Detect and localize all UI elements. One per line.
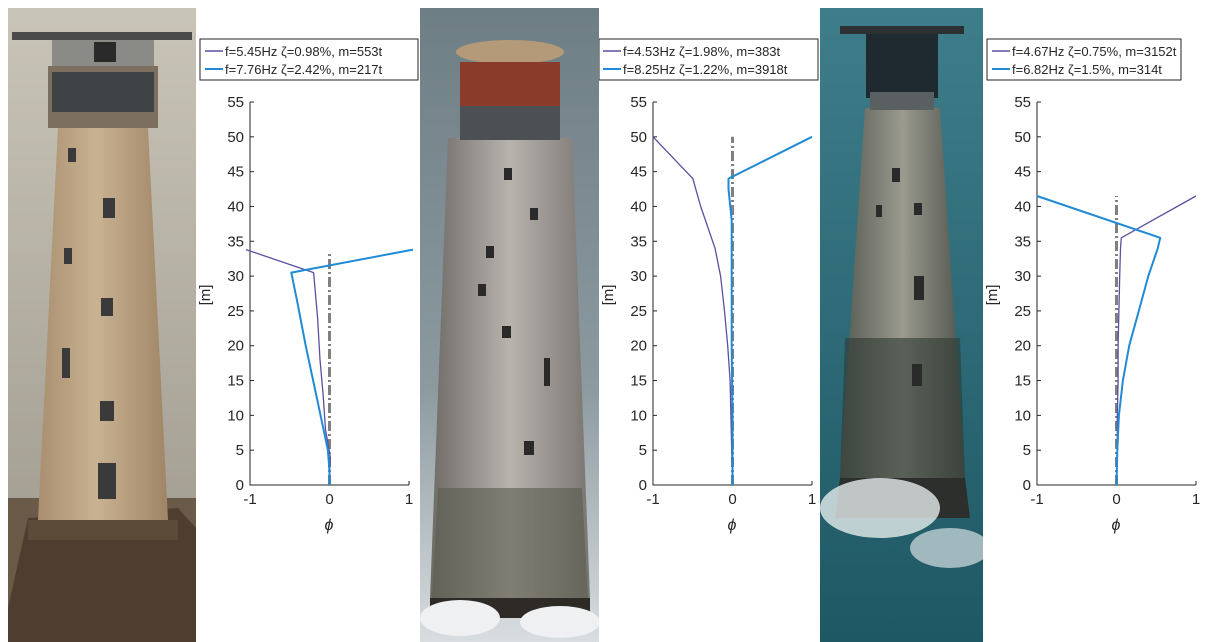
legend-label-mode-2: f=6.82Hz ζ=1.5%, m=314t <box>1012 62 1162 77</box>
y-tick-label: 15 <box>1014 373 1031 390</box>
series-line-mode-2 <box>727 135 813 485</box>
legend: f=4.67Hz ζ=0.75%, m=3152t f=6.82Hz ζ=1.5… <box>986 38 1182 81</box>
legend-label-mode-2: f=8.25Hz ζ=1.22%, m=3918t <box>623 62 788 77</box>
y-tick-label: 45 <box>630 164 647 181</box>
x-tick-label: 0 <box>1112 491 1120 508</box>
y-tick-label: 30 <box>630 268 647 285</box>
y-tick-label: 30 <box>227 268 244 285</box>
x-tick-label: -1 <box>1030 491 1043 508</box>
y-tick-label: 35 <box>1014 233 1031 250</box>
legend-label-mode-1: f=4.67Hz ζ=0.75%, m=3152t <box>1012 44 1177 59</box>
y-tick-label: 40 <box>1014 198 1031 215</box>
lighthouse-photo-3 <box>820 8 983 642</box>
y-tick-label: 10 <box>1014 407 1031 424</box>
plot-lines <box>245 248 414 485</box>
x-tick-label: 1 <box>1192 491 1200 508</box>
y-tick-label: 45 <box>227 164 244 181</box>
y-tick-label: 20 <box>227 338 244 355</box>
y-tick-label: 15 <box>227 373 244 390</box>
legend: f=5.45Hz ζ=0.98%, m=553t f=7.76Hz ζ=2.42… <box>199 38 419 81</box>
y-tick-label: 55 <box>227 94 244 111</box>
y-tick-label: 0 <box>639 477 647 494</box>
y-axis-label: [m] <box>600 285 617 306</box>
y-tick-label: 10 <box>630 407 647 424</box>
y-tick-label: 20 <box>1014 338 1031 355</box>
x-tick-label: 0 <box>325 491 333 508</box>
y-axis-label: [m] <box>197 285 214 306</box>
lighthouse-photo-1 <box>8 8 196 642</box>
y-tick-label: 55 <box>1014 94 1031 111</box>
x-tick-label: 0 <box>728 491 736 508</box>
y-tick-label: 5 <box>639 442 647 459</box>
series-line-mode-1 <box>652 136 734 486</box>
lighthouse-photo-2 <box>420 8 599 642</box>
x-tick-label: 1 <box>405 491 413 508</box>
x-axis-label: ϕ <box>728 517 737 534</box>
plot-lines <box>652 135 813 486</box>
y-tick-label: 45 <box>1014 164 1031 181</box>
y-tick-label: 50 <box>1014 129 1031 146</box>
mode-shape-plot-1: f=5.45Hz ζ=0.98%, m=553t f=7.76Hz ζ=2.42… <box>197 38 419 534</box>
plot-lines <box>1036 195 1197 486</box>
y-tick-label: 40 <box>630 198 647 215</box>
y-tick-label: 25 <box>1014 303 1031 320</box>
y-tick-label: 20 <box>630 338 647 355</box>
x-tick-label: -1 <box>646 491 659 508</box>
y-tick-label: 50 <box>630 129 647 146</box>
series-line-mode-2 <box>1036 195 1162 486</box>
y-tick-label: 15 <box>630 373 647 390</box>
y-tick-label: 0 <box>1023 477 1031 494</box>
y-tick-label: 50 <box>227 129 244 146</box>
y-tick-label: 40 <box>227 198 244 215</box>
y-tick-label: 30 <box>1014 268 1031 285</box>
y-tick-label: 35 <box>630 233 647 250</box>
series-line-mode-1 <box>245 248 331 485</box>
y-tick-label: 35 <box>227 233 244 250</box>
y-tick-label: 25 <box>227 303 244 320</box>
series-line-mode-2 <box>290 248 414 485</box>
y-tick-label: 5 <box>1023 442 1031 459</box>
x-tick-label: 1 <box>808 491 816 508</box>
series-line-mode-1 <box>1115 195 1197 486</box>
mode-shape-plot-2: f=4.53Hz ζ=1.98%, m=383t f=8.25Hz ζ=1.22… <box>599 38 819 534</box>
x-axis-label: ϕ <box>325 517 334 534</box>
y-tick-label: 25 <box>630 303 647 320</box>
y-tick-label: 55 <box>630 94 647 111</box>
legend: f=4.53Hz ζ=1.98%, m=383t f=8.25Hz ζ=1.22… <box>599 38 819 81</box>
y-tick-label: 10 <box>227 407 244 424</box>
legend-label-mode-1: f=5.45Hz ζ=0.98%, m=553t <box>225 44 383 59</box>
y-tick-label: 0 <box>236 477 244 494</box>
x-tick-label: -1 <box>243 491 256 508</box>
y-axis-label: [m] <box>984 285 1001 306</box>
legend-label-mode-1: f=4.53Hz ζ=1.98%, m=383t <box>623 44 781 59</box>
x-axis-label: ϕ <box>1112 517 1121 534</box>
y-tick-label: 5 <box>236 442 244 459</box>
legend-label-mode-2: f=7.76Hz ζ=2.42%, m=217t <box>225 62 383 77</box>
mode-shape-plot-3: f=4.67Hz ζ=0.75%, m=3152t f=6.82Hz ζ=1.5… <box>984 38 1200 534</box>
